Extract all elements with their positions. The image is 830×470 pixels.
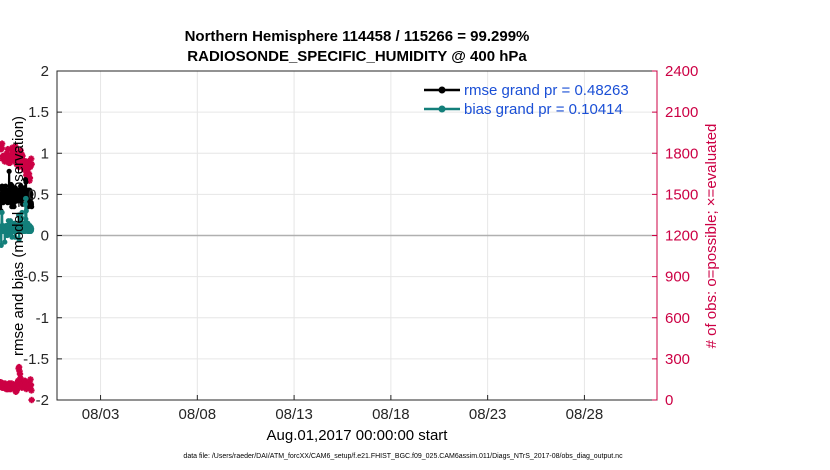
bias-point	[23, 208, 29, 214]
obs-count-marker	[16, 370, 24, 378]
y-tick-label: 2	[41, 63, 49, 80]
rmse-point	[23, 179, 29, 185]
legend-rmse-marker	[438, 86, 446, 94]
bias-point	[0, 242, 4, 248]
obs-count-marker	[0, 140, 6, 147]
y-tick-label: -1.5	[23, 351, 49, 368]
bias-point	[0, 209, 5, 216]
bias-point	[22, 201, 28, 207]
y2-tick-label: 300	[665, 351, 690, 368]
obs-count-marker	[12, 143, 19, 150]
rmse-point	[28, 191, 34, 197]
obs-count-marker	[27, 381, 35, 389]
y-tick-label: 1	[41, 145, 49, 162]
legend-bias-label: bias grand pr = 0.10414	[464, 101, 623, 118]
x-axis-label: Aug.01,2017 00:00:00 start	[267, 427, 449, 444]
y2-tick-label: 2100	[665, 104, 698, 121]
obs-count-marker	[27, 376, 34, 383]
y-tick-label: 1.5	[28, 104, 49, 121]
legend: rmse grand pr = 0.48263 bias grand pr = …	[424, 82, 629, 118]
x-tick-label: 08/08	[179, 406, 217, 423]
rmse-point	[11, 204, 17, 210]
y-tick-label: 0	[41, 228, 49, 245]
rmse-point	[29, 204, 35, 210]
x-tick-label: 08/23	[469, 406, 507, 423]
rmse-point	[3, 183, 9, 189]
obs-count-marker	[28, 387, 35, 394]
x-tick-label: 08/18	[372, 406, 410, 423]
rmse-point	[6, 168, 12, 174]
obs-count-marker	[15, 363, 23, 371]
bias-point	[23, 195, 29, 202]
bias-point	[23, 216, 29, 222]
x-tick-label: 08/28	[566, 406, 604, 423]
y-tick-label: -0.5	[23, 269, 49, 286]
obs-count-series	[0, 140, 35, 404]
y2-tick-label: 1800	[665, 145, 698, 162]
left-y-axis: -2 -1.5 -1 -0.5 0 0.5 1 1.5 2	[23, 63, 62, 409]
y2-axis-label: # of obs: o=possible; ×=evaluated	[703, 124, 720, 349]
obs-count-marker	[15, 163, 23, 171]
bias-point	[16, 237, 22, 243]
obs-count-marker	[26, 174, 34, 182]
x-tick-label: 08/13	[275, 406, 313, 423]
obs-count-marker	[13, 387, 20, 394]
bias-point	[2, 239, 8, 245]
obs-count-marker	[28, 396, 35, 404]
obs-count-marker	[28, 155, 35, 162]
bias-point	[29, 226, 35, 232]
y-tick-label: -1	[36, 310, 49, 327]
y-tick-label: 0.5	[28, 186, 49, 203]
y2-tick-label: 600	[665, 310, 690, 327]
right-y-axis: 0 300 600 900 1200 1500 1800 2100 2400	[652, 63, 698, 409]
y2-tick-label: 2400	[665, 63, 698, 80]
bias-point	[12, 234, 18, 240]
bias-point	[18, 214, 24, 221]
x-axis: 08/03 08/08 08/13 08/18 08/23 08/28	[82, 395, 603, 423]
y-axis-label: rmse and bias (model - observation)	[10, 116, 27, 356]
rmse-point	[28, 195, 34, 202]
y2-tick-label: 1200	[665, 228, 698, 245]
data-series	[0, 168, 35, 248]
bias-point	[19, 209, 25, 216]
obs-count-marker	[0, 144, 5, 151]
obs-count-marker	[28, 161, 35, 168]
chart-subtitle: RADIOSONDE_SPECIFIC_HUMIDITY @ 400 hPa	[187, 48, 527, 65]
legend-rmse-label: rmse grand pr = 0.48263	[464, 82, 629, 99]
legend-bias-marker	[438, 105, 446, 113]
data-file-footnote: data file: /Users/raeder/DAI/ATM_forcXX/…	[183, 453, 623, 460]
x-tick-label: 08/03	[82, 406, 120, 423]
y2-tick-label: 900	[665, 269, 690, 286]
y-tick-label: -2	[36, 392, 49, 409]
y2-tick-label: 1500	[665, 186, 698, 203]
bias-point	[7, 218, 13, 224]
chart-title: Northern Hemisphere 114458 / 115266 = 99…	[185, 28, 530, 45]
y2-tick-label: 0	[665, 392, 673, 409]
